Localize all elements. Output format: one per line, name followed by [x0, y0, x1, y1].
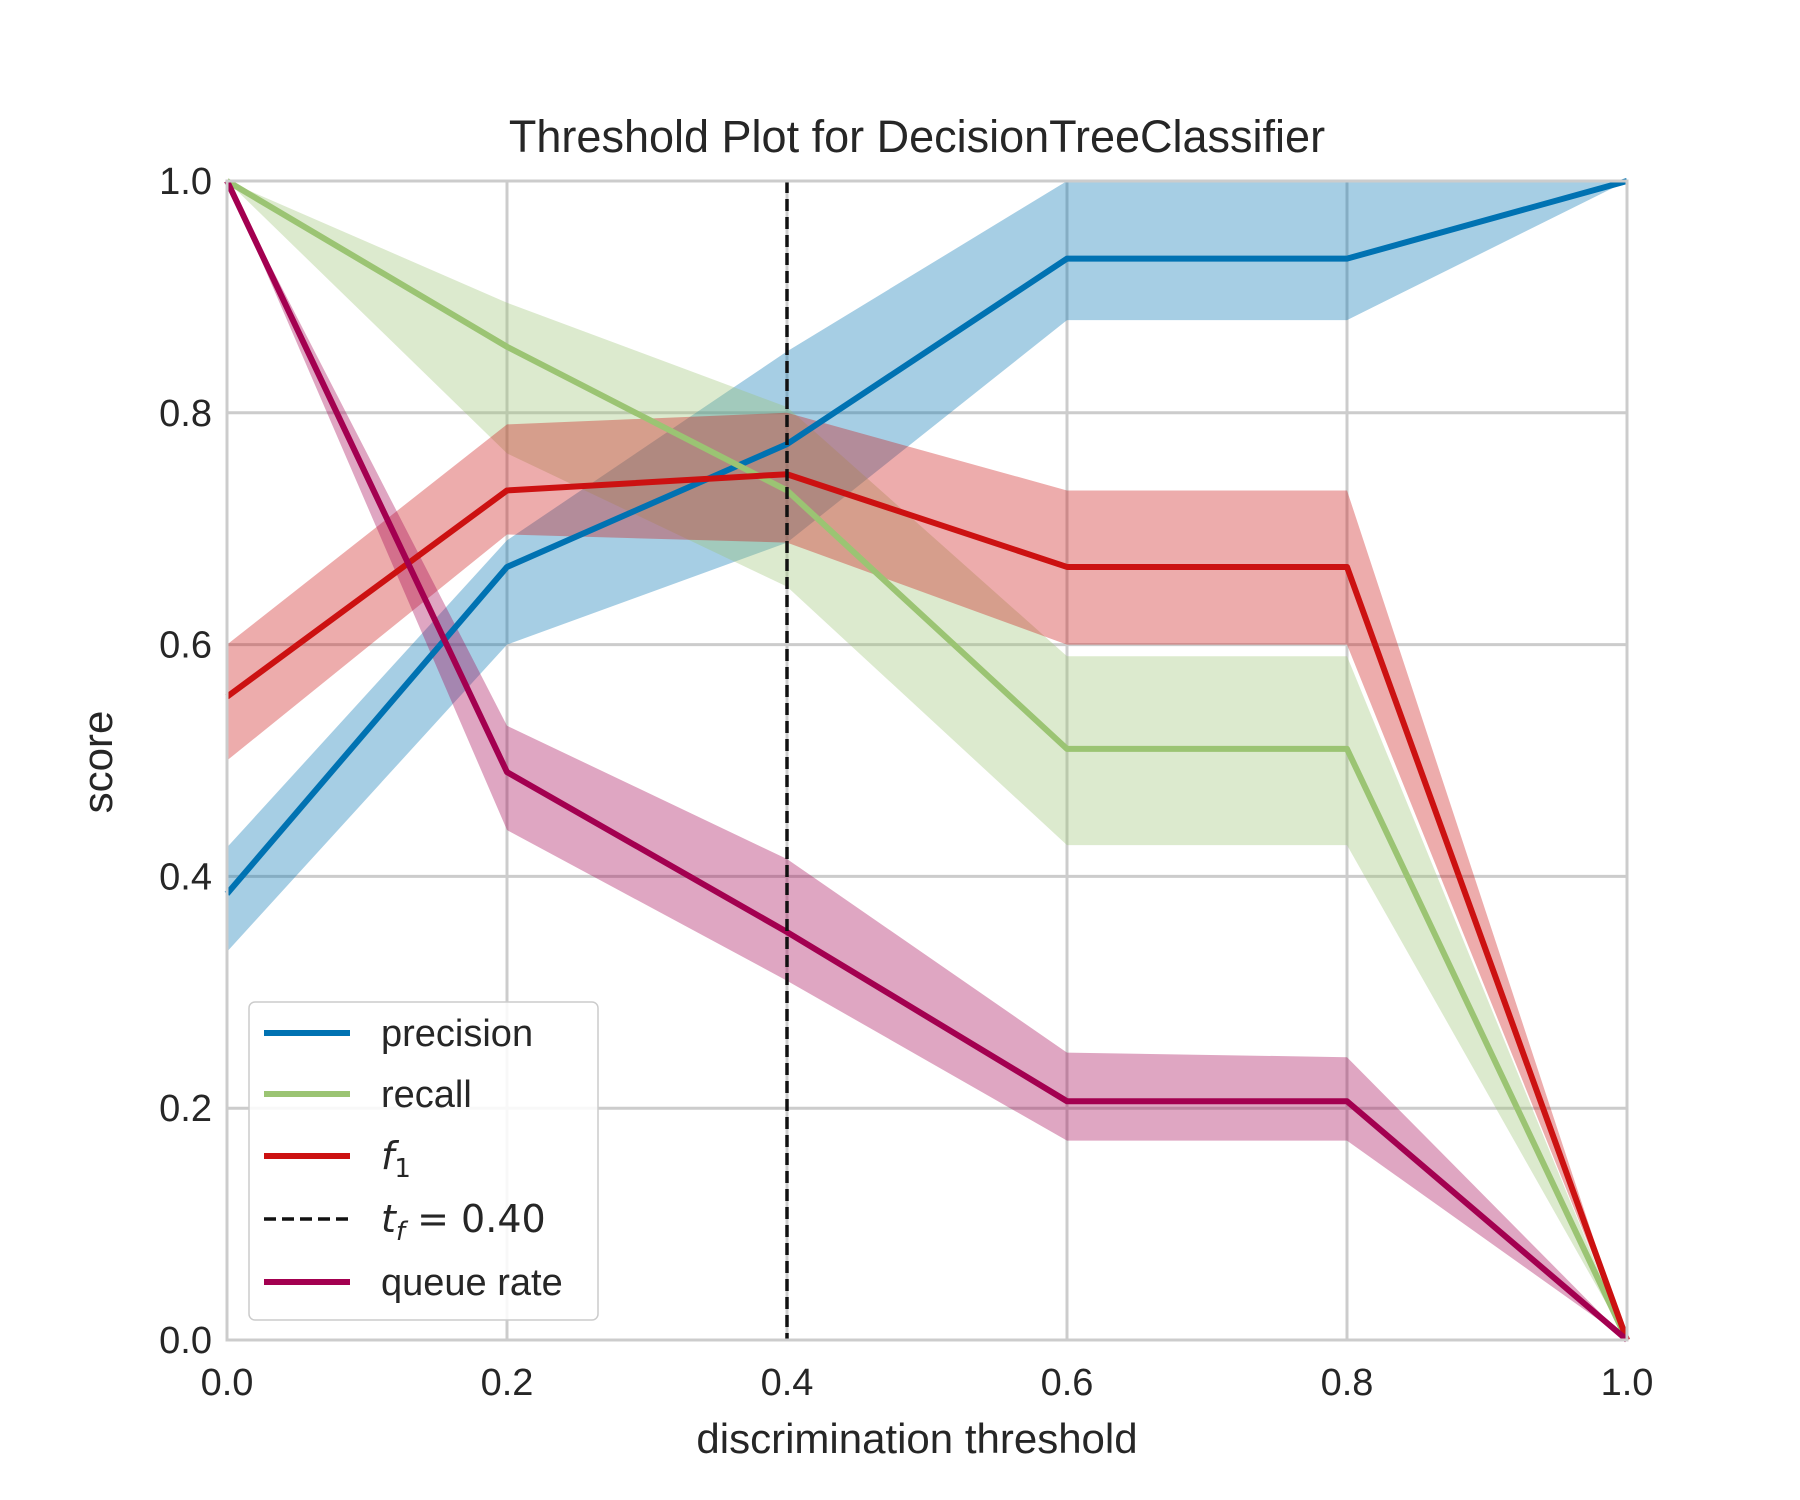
tick-labels: 0.0 0.2 0.4 0.6 0.8 1.0 0.0 0.2 0.4 0.6 0.8 1.0	[159, 161, 1653, 1404]
x-axis-label: discrimination threshold	[696, 1415, 1137, 1462]
chart-title: Threshold Plot for DecisionTreeClassifie…	[509, 111, 1325, 162]
recall-line	[225, 178, 1630, 1342]
legend-box	[248, 1001, 599, 1321]
y-tick-label: 0.6	[159, 625, 212, 667]
x-tick-label: 0.2	[481, 1362, 534, 1404]
recall-confidence-band	[227, 181, 1627, 1340]
x-tick-label: 0.0	[201, 1362, 254, 1404]
legend-precision-label: precision	[381, 1013, 533, 1055]
y-tick-label: 1.0	[159, 161, 212, 203]
x-tick-label: 0.6	[1041, 1362, 1094, 1404]
precision-line	[224, 178, 1628, 896]
legend-threshold-label: tf = 0.40	[381, 1197, 546, 1247]
y-tick-label: 0.8	[159, 393, 212, 435]
y-tick-label: 0.4	[159, 856, 212, 898]
x-tick-label: 0.8	[1321, 1362, 1374, 1404]
x-tick-label: 1.0	[1601, 1362, 1654, 1404]
series-lines	[224, 178, 1630, 1343]
plot-frame	[225, 179, 1629, 1342]
y-axis-label: score	[74, 711, 121, 814]
f1-line	[225, 471, 1630, 1342]
legend-queue-rate-label: queue rate	[381, 1262, 563, 1304]
y-tick-label: 0.2	[159, 1088, 212, 1130]
x-tick-label: 0.4	[761, 1362, 814, 1404]
f1-confidence-band	[227, 412, 1627, 1340]
y-tick-label: 0.0	[159, 1320, 212, 1362]
queue-rate-line	[224, 179, 1629, 1343]
legend-recall-label: recall	[381, 1074, 472, 1116]
